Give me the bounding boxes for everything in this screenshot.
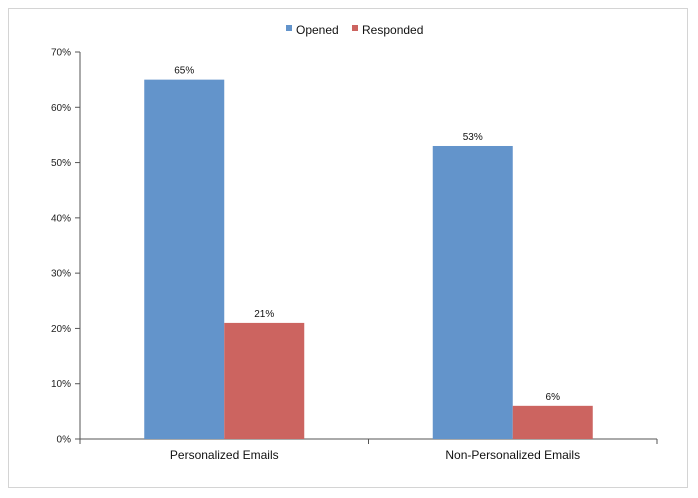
legend-label-responded: Responded	[362, 23, 423, 37]
bar-responded-1	[224, 322, 305, 439]
y-tick-label: 30%	[51, 269, 71, 280]
y-tick-label: 10%	[51, 379, 71, 390]
legend-swatch-opened	[286, 25, 292, 31]
y-axis: 0% 10% 20% 30% 40% 50% 60% 70%	[51, 48, 81, 446]
bars	[144, 79, 593, 440]
y-tick-label: 60%	[51, 103, 71, 114]
y-tick-label: 50%	[51, 158, 71, 169]
data-label: 53%	[463, 132, 483, 143]
legend: Opened Responded	[286, 23, 423, 37]
y-tick-label: 70%	[51, 48, 71, 59]
data-labels: 65% 21% 53% 6%	[174, 66, 560, 403]
data-label: 21%	[254, 309, 274, 320]
y-tick-label: 40%	[51, 213, 71, 224]
x-axis: Personalized Emails Non-Personalized Emai…	[79, 438, 658, 462]
legend-swatch-responded	[352, 25, 358, 31]
data-label: 65%	[174, 66, 194, 77]
data-label: 6%	[546, 392, 561, 403]
x-category-label: Non-Personalized Emails	[445, 448, 580, 462]
bar-opened-1	[144, 79, 225, 440]
x-category-label: Personalized Emails	[170, 448, 279, 462]
legend-label-opened: Opened	[296, 23, 339, 37]
bar-opened-2	[432, 145, 513, 439]
y-tick-label: 20%	[51, 324, 71, 335]
y-tick-label: 0%	[57, 435, 72, 446]
bar-responded-2	[512, 405, 593, 439]
